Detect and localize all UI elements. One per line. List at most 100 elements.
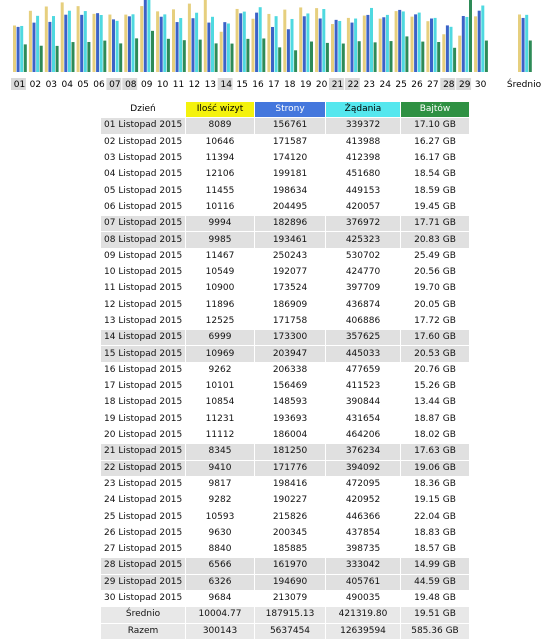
weekend-highlight xyxy=(440,78,456,90)
bar-03-1 xyxy=(48,21,52,72)
hits-cell: 413988 xyxy=(325,133,401,151)
bar-25-0 xyxy=(394,11,398,72)
table-row: 12 Listopad 2015 11896 186909 436874 20.05 G… xyxy=(100,296,469,314)
bar-06-2 xyxy=(99,15,103,73)
x-tick-label: 05 xyxy=(77,80,88,90)
pages-cell: 186004 xyxy=(254,426,326,444)
hits-cell: 390844 xyxy=(325,394,401,412)
bytes-cell: 20.53 GB xyxy=(400,345,469,363)
bar-02-3 xyxy=(39,45,43,72)
bar-21-3 xyxy=(341,43,345,72)
visits-cell: 8345 xyxy=(185,443,255,461)
x-tick-label: 08 xyxy=(125,80,137,90)
bar-15-3 xyxy=(246,38,250,72)
bar-24-3 xyxy=(389,41,393,72)
bar-28-2 xyxy=(449,26,453,72)
weekend-highlight xyxy=(456,78,472,90)
table-row: 04 Listopad 2015 12106 199181 451680 18.54 G… xyxy=(100,166,469,183)
x-tick-label: 03 xyxy=(46,80,57,90)
bar-04-1 xyxy=(64,14,68,73)
bar-20-0 xyxy=(315,8,319,72)
weekend-highlight xyxy=(217,78,233,90)
bytes-cell: 585.36 GB xyxy=(400,622,469,639)
x-tick-label: 04 xyxy=(61,80,73,90)
day-cell: 09 Listopad 2015 xyxy=(100,247,186,265)
bar-average-0 xyxy=(518,14,521,73)
bar-12-0 xyxy=(187,3,191,73)
x-tick-label: 12 xyxy=(189,80,200,90)
day-cell: 29 Listopad 2015 xyxy=(100,573,186,591)
bar-22-3 xyxy=(357,41,361,72)
bar-12-3 xyxy=(198,39,202,72)
bar-11-0 xyxy=(172,9,175,73)
bar-13-1 xyxy=(207,22,211,72)
visits-cell: 10854 xyxy=(185,394,255,412)
bar-27-0 xyxy=(426,21,430,72)
day-cell: 15 Listopad 2015 xyxy=(100,345,186,363)
average-label: Średnio xyxy=(507,78,542,90)
hits-cell: 425323 xyxy=(325,231,401,249)
bar-17-0 xyxy=(267,13,271,72)
pages-cell: 190227 xyxy=(254,492,326,509)
bar-01-0 xyxy=(13,25,16,72)
pages-cell: 250243 xyxy=(254,247,326,265)
visits-cell: 300143 xyxy=(185,622,255,639)
bar-14-2 xyxy=(226,23,230,72)
bar-18-0 xyxy=(283,9,287,73)
bar-11-2 xyxy=(179,18,183,72)
table-row: 01 Listopad 2015 8089 156761 339372 17.10 GB xyxy=(100,117,469,135)
pages-cell: 199181 xyxy=(254,166,326,183)
bar-29-1 xyxy=(461,15,465,73)
visits-cell: 11896 xyxy=(185,296,255,314)
day-cell: 18 Listopad 2015 xyxy=(100,394,186,412)
visits-cell: 9262 xyxy=(185,361,255,379)
hits-cell: 397709 xyxy=(325,280,401,298)
visits-cell: 9817 xyxy=(185,475,255,493)
pages-cell: 171587 xyxy=(254,133,326,151)
table-row: 19 Listopad 2015 11231 193693 431654 18.87 G… xyxy=(100,410,469,428)
bar-30-0 xyxy=(474,16,478,72)
bytes-cell: 18.59 GB xyxy=(400,182,469,200)
pages-cell: 198416 xyxy=(254,475,326,493)
table-row: 13 Listopad 2015 12525 171758 406886 17.72 G… xyxy=(100,312,469,330)
day-cell: 17 Listopad 2015 xyxy=(100,378,186,395)
bar-18-3 xyxy=(294,50,298,72)
bar-25-3 xyxy=(405,36,409,72)
table-row: 16 Listopad 2015 9262 206338 477659 20.76 GB xyxy=(100,361,469,379)
bar-17-1 xyxy=(271,26,274,72)
table-row: 20 Listopad 2015 11112 186004 464206 18.02 G… xyxy=(100,426,469,444)
bytes-cell: 19.70 GB xyxy=(400,280,469,298)
pages-cell: 148593 xyxy=(254,394,326,412)
summary-label: Średnio xyxy=(100,606,186,623)
bar-16-1 xyxy=(255,12,259,72)
hits-cell: 12639594 xyxy=(325,622,401,639)
day-cell: 07 Listopad 2015 xyxy=(100,215,186,232)
visits-cell: 10004.77 xyxy=(185,606,255,623)
bytes-cell: 17.71 GB xyxy=(400,215,469,232)
x-tick-label: 25 xyxy=(395,80,406,90)
x-tick-label: 13 xyxy=(205,80,216,90)
bytes-cell: 19.06 GB xyxy=(400,459,469,477)
day-cell: 06 Listopad 2015 xyxy=(100,198,186,216)
bytes-cell: 16.17 GB xyxy=(400,149,469,167)
x-tick-label: 15 xyxy=(236,80,247,90)
bar-10-0 xyxy=(156,11,160,72)
bytes-cell: 19.51 GB xyxy=(400,606,469,623)
pages-cell: 182896 xyxy=(254,215,326,232)
bar-02-1 xyxy=(32,22,36,73)
bar-09-2 xyxy=(147,0,151,72)
pages-cell: 215826 xyxy=(254,508,326,526)
table-row: 24 Listopad 2015 9282 190227 420952 19.15 GB xyxy=(100,492,469,509)
day-cell: 12 Listopad 2015 xyxy=(100,296,186,314)
bar-26-2 xyxy=(417,12,421,73)
pages-cell: 198634 xyxy=(254,182,326,200)
table-row: 21 Listopad 2015 8345 181250 376234 17.63 GB xyxy=(100,443,469,461)
hits-cell: 464206 xyxy=(325,426,401,444)
x-tick-label: 20 xyxy=(316,80,328,90)
hits-cell: 398735 xyxy=(325,541,401,558)
day-cell: 11 Listopad 2015 xyxy=(100,280,186,298)
x-tick-label: 23 xyxy=(364,80,375,90)
x-tick-label: 06 xyxy=(93,80,105,90)
table-row: 08 Listopad 2015 9985 193461 425323 20.83 GB xyxy=(100,231,469,249)
bytes-cell: 25.49 GB xyxy=(400,247,469,265)
